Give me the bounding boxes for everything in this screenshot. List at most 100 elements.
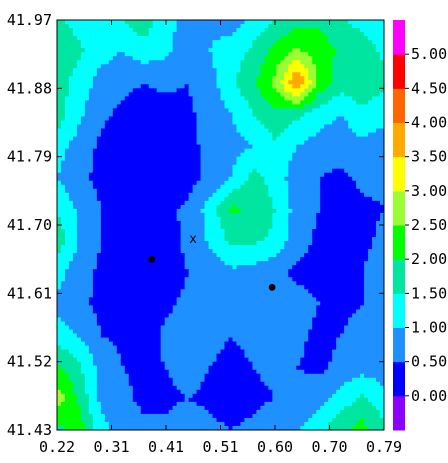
heatmap-cell bbox=[312, 208, 317, 214]
heatmap-cell bbox=[168, 192, 174, 198]
heatmap-cell bbox=[356, 212, 361, 218]
heatmap-cell bbox=[356, 116, 361, 122]
heatmap-cell bbox=[264, 200, 269, 206]
heatmap-cell bbox=[300, 164, 305, 170]
heatmap-cell bbox=[100, 168, 106, 174]
heatmap-cell bbox=[320, 72, 325, 77]
heatmap-cell bbox=[160, 136, 166, 142]
heatmap-cell bbox=[336, 68, 341, 73]
heatmap-cell bbox=[332, 136, 337, 142]
heatmap-cell bbox=[244, 20, 250, 25]
heatmap-cell bbox=[284, 68, 289, 73]
heatmap-cell bbox=[80, 216, 86, 222]
heatmap-cell bbox=[372, 164, 377, 170]
heatmap-cell bbox=[308, 261, 313, 266]
heatmap-cell bbox=[368, 84, 373, 89]
heatmap-cell bbox=[156, 104, 162, 110]
heatmap-cell bbox=[296, 128, 301, 134]
heatmap-cell bbox=[240, 196, 246, 202]
heatmap-cell bbox=[104, 88, 110, 93]
heatmap-cell bbox=[248, 24, 253, 29]
heatmap-cell bbox=[57, 184, 62, 190]
heatmap-cell bbox=[344, 140, 349, 146]
heatmap-cell bbox=[292, 128, 297, 134]
heatmap-cell bbox=[220, 196, 226, 202]
heatmap-cell bbox=[312, 204, 317, 210]
heatmap-cell bbox=[192, 184, 198, 190]
heatmap-cell bbox=[292, 120, 297, 126]
heatmap-cell bbox=[224, 188, 230, 194]
heatmap-cell bbox=[380, 156, 384, 162]
heatmap-cell bbox=[132, 176, 138, 182]
heatmap-cell bbox=[80, 92, 86, 97]
heatmap-cell bbox=[60, 196, 66, 202]
heatmap-cell bbox=[120, 245, 126, 250]
heatmap-cell bbox=[148, 237, 154, 242]
heatmap-cell bbox=[112, 112, 118, 118]
heatmap-cell bbox=[196, 160, 202, 166]
heatmap-cell bbox=[236, 88, 242, 93]
heatmap-cell bbox=[248, 52, 253, 57]
heatmap-cell bbox=[136, 208, 142, 214]
heatmap-cell bbox=[284, 216, 289, 222]
heatmap-cell bbox=[92, 44, 98, 49]
heatmap-cell bbox=[108, 72, 114, 77]
heatmap-cell bbox=[272, 188, 277, 194]
heatmap-cell bbox=[344, 92, 349, 97]
heatmap-cell bbox=[60, 72, 66, 77]
heatmap-cell bbox=[308, 40, 313, 45]
heatmap-cell bbox=[344, 68, 349, 73]
heatmap-cell bbox=[156, 220, 162, 226]
heatmap-cell bbox=[124, 96, 130, 101]
heatmap-cell bbox=[96, 200, 102, 206]
heatmap-cell bbox=[308, 192, 313, 198]
heatmap-cell bbox=[176, 112, 182, 118]
heatmap-cell bbox=[128, 36, 134, 41]
heatmap-cell bbox=[364, 212, 369, 218]
heatmap-cell bbox=[344, 136, 349, 142]
heatmap-cell bbox=[88, 156, 94, 162]
heatmap-cell bbox=[57, 196, 62, 202]
heatmap-cell bbox=[204, 64, 210, 69]
heatmap-cell bbox=[196, 24, 202, 29]
heatmap-cell bbox=[96, 245, 102, 250]
heatmap-cell bbox=[248, 76, 253, 81]
heatmap-cell bbox=[300, 172, 305, 178]
heatmap-cell bbox=[256, 132, 261, 138]
heatmap-cell bbox=[324, 152, 329, 158]
heatmap-cell bbox=[116, 96, 122, 101]
heatmap-cell bbox=[216, 200, 222, 206]
heatmap-cell bbox=[148, 148, 154, 154]
heatmap-cell bbox=[192, 188, 198, 194]
heatmap-cell bbox=[220, 28, 226, 33]
heatmap-cell bbox=[196, 80, 202, 85]
heatmap-cell bbox=[116, 88, 122, 93]
heatmap-cell bbox=[252, 168, 257, 174]
heatmap-cell bbox=[104, 249, 110, 254]
heatmap-cell bbox=[180, 152, 186, 158]
heatmap-cell bbox=[200, 40, 206, 45]
heatmap-cell bbox=[172, 196, 178, 202]
heatmap-cell bbox=[304, 152, 309, 158]
heatmap-cell bbox=[140, 229, 146, 234]
heatmap-cell bbox=[316, 249, 321, 254]
heatmap-cell bbox=[148, 44, 154, 49]
heatmap-cell bbox=[364, 64, 369, 69]
heatmap-cell bbox=[244, 104, 250, 110]
heatmap-cell bbox=[324, 225, 329, 230]
heatmap-cell bbox=[104, 204, 110, 210]
heatmap-cell bbox=[240, 140, 246, 146]
heatmap-cell bbox=[260, 132, 265, 138]
heatmap-cell bbox=[184, 184, 190, 190]
heatmap-cell bbox=[260, 253, 265, 258]
heatmap-cell bbox=[57, 204, 62, 210]
heatmap-cell bbox=[144, 156, 150, 162]
heatmap-cell bbox=[344, 104, 349, 110]
heatmap-cell bbox=[380, 204, 384, 210]
heatmap-cell bbox=[176, 52, 182, 57]
heatmap-cell bbox=[100, 164, 106, 170]
heatmap-cell bbox=[280, 80, 285, 85]
heatmap-cell bbox=[152, 176, 158, 182]
heatmap-cell bbox=[88, 48, 94, 53]
heatmap-cell bbox=[380, 200, 384, 206]
